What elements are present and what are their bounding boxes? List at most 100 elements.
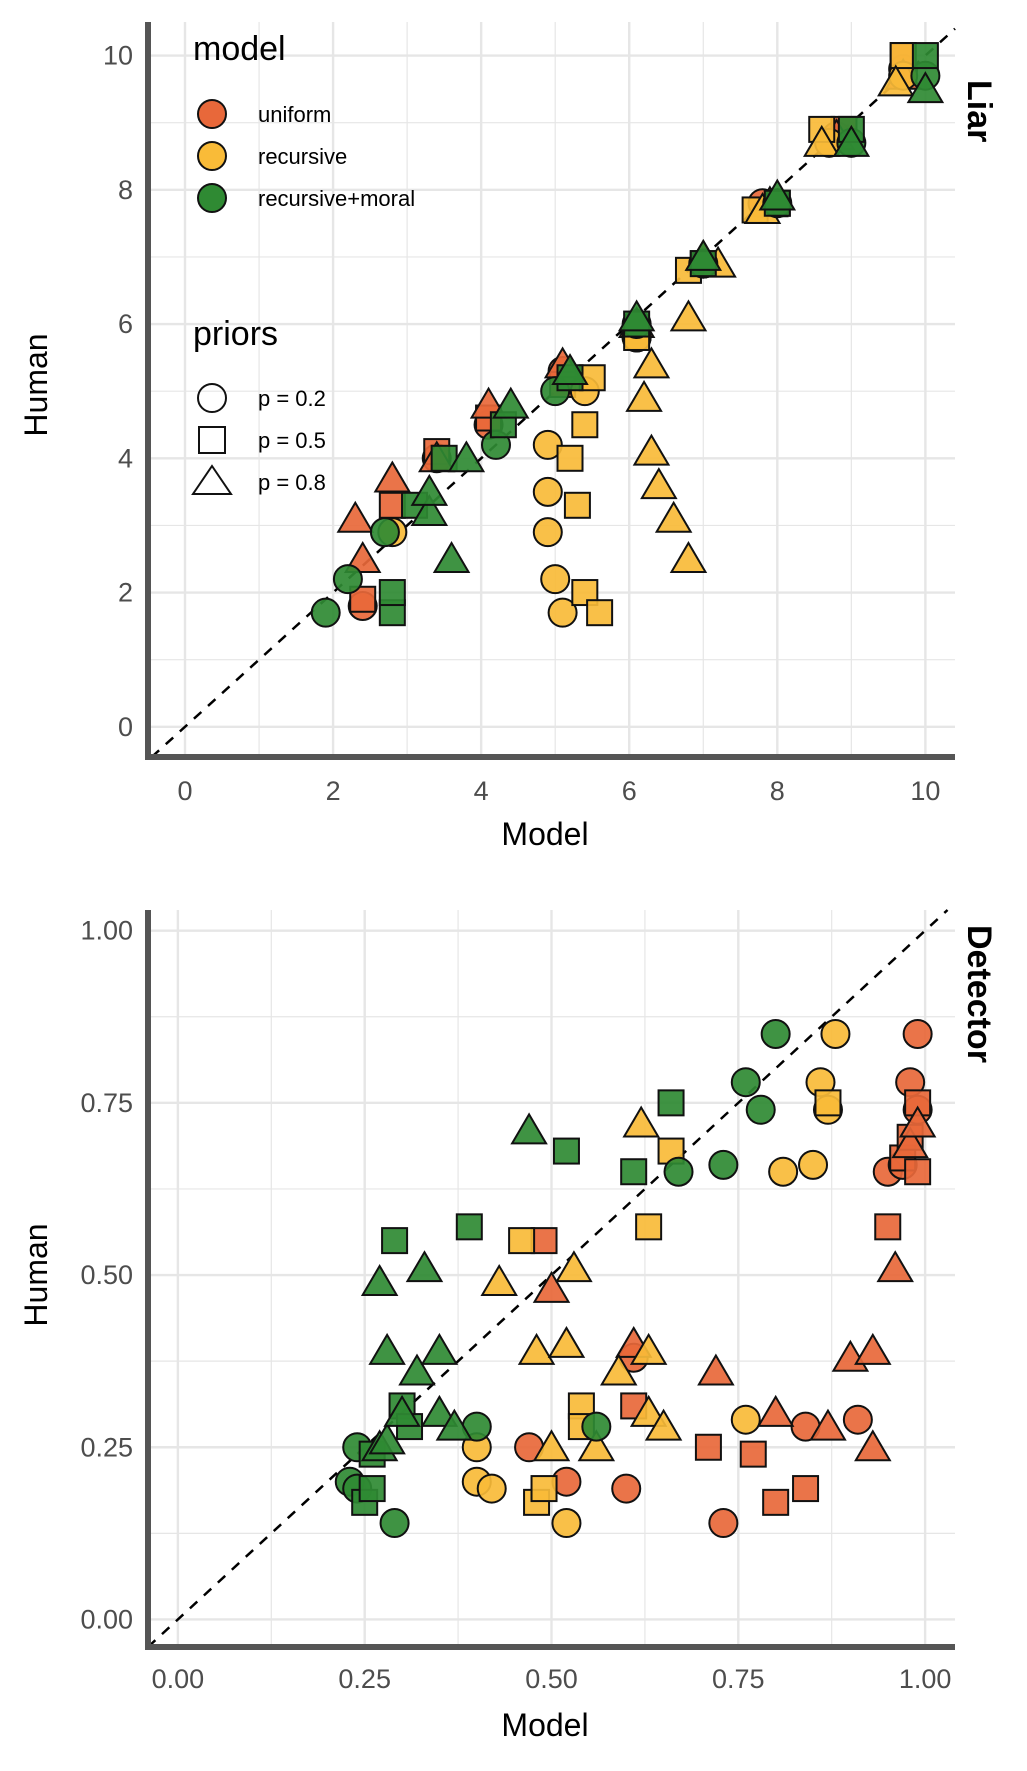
data-point-square xyxy=(552,1137,580,1165)
x-tick-label: 1.00 xyxy=(899,1664,952,1694)
data-point-triangle xyxy=(410,473,449,506)
data-point-square xyxy=(508,1227,536,1255)
data-point-triangle xyxy=(697,1353,735,1386)
y-tick-label: 6 xyxy=(118,309,133,339)
liar-panel: 0 2 4 6 8 10 0 2 4 6 8 10 Model Human Liar xyxy=(18,22,998,852)
legend-model-title: model xyxy=(193,30,286,68)
data-point-triangle xyxy=(622,1105,660,1138)
data-point-square xyxy=(762,1488,790,1516)
data-point-triangle xyxy=(383,1394,421,1427)
data-point-triangle xyxy=(758,178,797,211)
y-tick-label: 0.25 xyxy=(80,1432,133,1462)
data-point-square xyxy=(694,1433,722,1461)
data-point-triangle xyxy=(898,1105,937,1138)
data-point-triangle xyxy=(577,1429,616,1462)
data-point-triangle xyxy=(368,1332,406,1365)
data-point-circle xyxy=(730,1404,761,1435)
data-point-circle xyxy=(730,1067,761,1098)
data-point-triangle xyxy=(876,1250,914,1283)
data-point-triangle xyxy=(854,1332,892,1365)
data-point-square xyxy=(530,1475,558,1503)
data-point-circle xyxy=(842,1404,873,1435)
data-point-triangle xyxy=(551,353,589,386)
data-point-circle xyxy=(663,1156,694,1187)
data-point-circle xyxy=(547,597,578,628)
legend-prior-02-label: p = 0.2 xyxy=(258,386,326,411)
data-point-triangle xyxy=(517,1332,556,1365)
data-point-triangle xyxy=(654,500,693,533)
data-point-triangle xyxy=(447,440,486,473)
detector-data-points xyxy=(334,1018,937,1539)
y-tick-label: 8 xyxy=(118,175,133,205)
data-point-square xyxy=(455,1213,483,1241)
detector-y-axis-title: Human xyxy=(18,1223,54,1326)
data-point-circle xyxy=(551,1508,582,1539)
legend-recursive-swatch xyxy=(197,141,227,171)
legend-prior-08: p = 0.8 xyxy=(191,464,326,495)
data-point-triangle xyxy=(343,541,382,573)
y-tick-label: 0.50 xyxy=(80,1260,133,1290)
data-point-circle xyxy=(902,1018,933,1049)
y-tick-label: 0.00 xyxy=(80,1604,133,1634)
data-point-circle xyxy=(476,1473,507,1504)
data-point-circle xyxy=(708,1149,739,1180)
x-tick-label: 0.50 xyxy=(525,1664,578,1694)
triangle-icon xyxy=(191,464,233,495)
legend-model-uniform: uniform xyxy=(197,99,331,129)
data-point-triangle xyxy=(510,1112,548,1145)
legend-recursive-moral-label: recursive+moral xyxy=(258,186,415,211)
y-tick-label: 2 xyxy=(118,578,133,608)
data-point-circle xyxy=(708,1508,739,1539)
data-point-triangle xyxy=(891,1126,929,1159)
liar-x-axis-title: Model xyxy=(501,816,588,852)
data-point-square xyxy=(792,1475,820,1503)
detector-x-axis-title: Model xyxy=(501,1707,588,1743)
x-tick-label: 0.25 xyxy=(338,1664,391,1694)
data-point-triangle xyxy=(684,238,723,271)
data-point-circle xyxy=(540,564,571,595)
data-point-triangle xyxy=(802,124,841,157)
data-point-triangle xyxy=(756,1394,795,1427)
data-point-square xyxy=(904,1158,932,1186)
liar-identity-line xyxy=(150,27,956,758)
data-point-square xyxy=(381,1227,409,1255)
y-tick-label: 0.75 xyxy=(80,1088,133,1118)
y-tick-label: 0 xyxy=(118,712,133,742)
x-tick-label: 4 xyxy=(474,776,489,806)
data-point-triangle xyxy=(625,379,663,412)
data-point-triangle xyxy=(669,299,708,332)
data-point-square xyxy=(378,491,406,519)
legend-recursive-moral-swatch xyxy=(197,183,227,213)
detector-y-tick-labels: 0.00 0.25 0.50 0.75 1.00 xyxy=(80,916,133,1635)
square-icon xyxy=(198,426,226,454)
data-point-square xyxy=(874,1213,902,1241)
x-tick-label: 8 xyxy=(770,776,785,806)
data-point-square xyxy=(358,1475,386,1503)
detector-panel: 0.00 0.25 0.50 0.75 1.00 0.00 0.25 0.50 0.75 1.0… xyxy=(18,909,998,1743)
data-point-square xyxy=(378,579,406,607)
data-point-circle xyxy=(820,1018,851,1049)
legend-prior-02: p = 0.2 xyxy=(197,383,326,413)
data-point-triangle xyxy=(532,1429,571,1462)
circle-icon xyxy=(197,383,227,413)
data-point-square xyxy=(657,1089,685,1117)
data-point-triangle xyxy=(405,1250,444,1283)
legend-priors-title: priors xyxy=(193,315,278,353)
x-tick-label: 10 xyxy=(910,776,940,806)
liar-x-tick-labels: 0 2 4 6 8 10 xyxy=(178,776,941,806)
data-point-triangle xyxy=(373,460,412,493)
data-point-circle xyxy=(798,1149,829,1180)
legend-uniform-label: uniform xyxy=(258,102,331,127)
data-point-square xyxy=(635,1213,663,1241)
x-tick-label: 6 xyxy=(622,776,637,806)
legend-prior-05-label: p = 0.5 xyxy=(258,428,326,453)
data-point-circle xyxy=(532,517,563,548)
data-point-circle xyxy=(532,476,563,507)
y-tick-label: 1.00 xyxy=(80,916,133,946)
data-point-triangle xyxy=(632,346,671,379)
liar-strip-label: Liar xyxy=(960,80,998,142)
data-point-triangle xyxy=(832,124,871,157)
data-point-circle xyxy=(760,1018,791,1049)
detector-x-tick-labels: 0.00 0.25 0.50 0.75 1.00 xyxy=(152,1664,952,1694)
